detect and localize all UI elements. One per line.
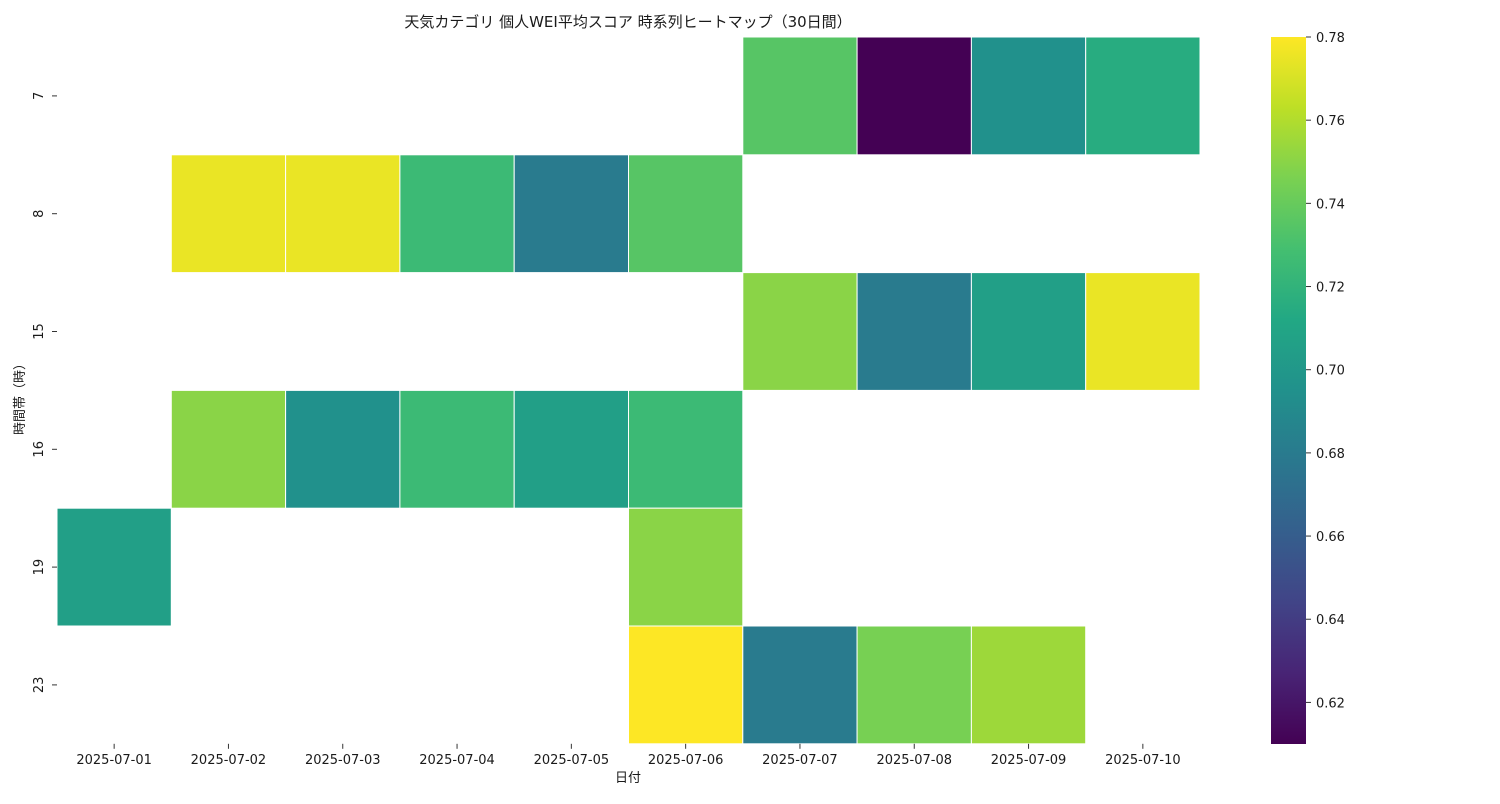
x-tick-label: 2025-07-03 [305, 753, 381, 768]
y-tick-label: 15 [32, 323, 47, 340]
x-tick-label: 2025-07-06 [648, 753, 724, 768]
heatmap-cell [513, 389, 630, 509]
heatmap-cell [399, 389, 515, 509]
heatmap-cell [742, 272, 858, 391]
colorbar-tick-label: 0.72 [1316, 281, 1345, 296]
x-tick-label: 2025-07-01 [76, 753, 152, 768]
heatmap-cell [170, 154, 287, 274]
y-tick-label: 7 [32, 92, 47, 100]
colorbar-tick-label: 0.70 [1316, 364, 1345, 379]
y-tick-label: 19 [32, 559, 47, 576]
colorbar-ticks: 0.62 0.64 0.66 0.68 0.70 0.72 0.74 0.76 0.78 [1306, 31, 1345, 711]
x-tick-label: 2025-07-02 [191, 753, 267, 768]
y-tick-label: 23 [32, 677, 47, 694]
heatmap-cell [856, 36, 972, 156]
y-axis-label: 時間帯（時） [13, 357, 28, 435]
heatmap-cell [513, 154, 630, 274]
x-tick-label: 2025-07-07 [762, 753, 838, 768]
x-tick-label: 2025-07-10 [1105, 753, 1181, 768]
heatmap-cell [170, 389, 287, 509]
colorbar-tick-label: 0.78 [1316, 31, 1345, 46]
x-axis-label: 日付 [615, 771, 641, 786]
heatmap-cell [628, 154, 744, 274]
y-axis-ticks: 7 8 15 16 19 23 [32, 92, 57, 693]
colorbar-tick-label: 0.68 [1316, 447, 1345, 462]
colorbar-tick-label: 0.74 [1316, 197, 1345, 212]
heatmap-cell [628, 389, 744, 509]
heatmap-cell [628, 507, 744, 627]
colorbar-tick-label: 0.62 [1316, 696, 1345, 711]
x-axis-ticks: 2025-07-01 2025-07-02 2025-07-03 2025-07-04… [76, 743, 1181, 768]
heatmap-cell [1085, 36, 1201, 156]
heatmap-cell [970, 625, 1087, 745]
y-tick-label: 8 [32, 210, 47, 218]
heatmap-cell [285, 389, 401, 509]
heatmap-cell [1085, 272, 1201, 391]
x-tick-label: 2025-07-09 [991, 753, 1067, 768]
chart-title: 天気カテゴリ 個人WEI平均スコア 時系列ヒートマップ（30日間） [404, 13, 851, 31]
heatmap-cell [628, 625, 744, 745]
colorbar-tick-label: 0.76 [1316, 114, 1345, 129]
heatmap-cell [970, 272, 1087, 391]
heatmap-cell [856, 272, 972, 391]
heatmap-cell [856, 625, 972, 745]
x-tick-label: 2025-07-05 [534, 753, 610, 768]
heatmap-cell [56, 507, 172, 627]
heatmap-cell [970, 36, 1087, 156]
heatmap-cell [399, 154, 515, 274]
heatmap-cell [742, 36, 858, 156]
colorbar-tick-label: 0.64 [1316, 613, 1345, 628]
colorbar [1271, 37, 1306, 744]
x-tick-label: 2025-07-08 [876, 753, 952, 768]
heatmap-cell [742, 625, 858, 745]
y-tick-label: 16 [32, 441, 47, 458]
heatmap-cells [56, 36, 1201, 745]
colorbar-tick-label: 0.66 [1316, 530, 1345, 545]
x-tick-label: 2025-07-04 [419, 753, 495, 768]
heatmap-cell [285, 154, 401, 274]
